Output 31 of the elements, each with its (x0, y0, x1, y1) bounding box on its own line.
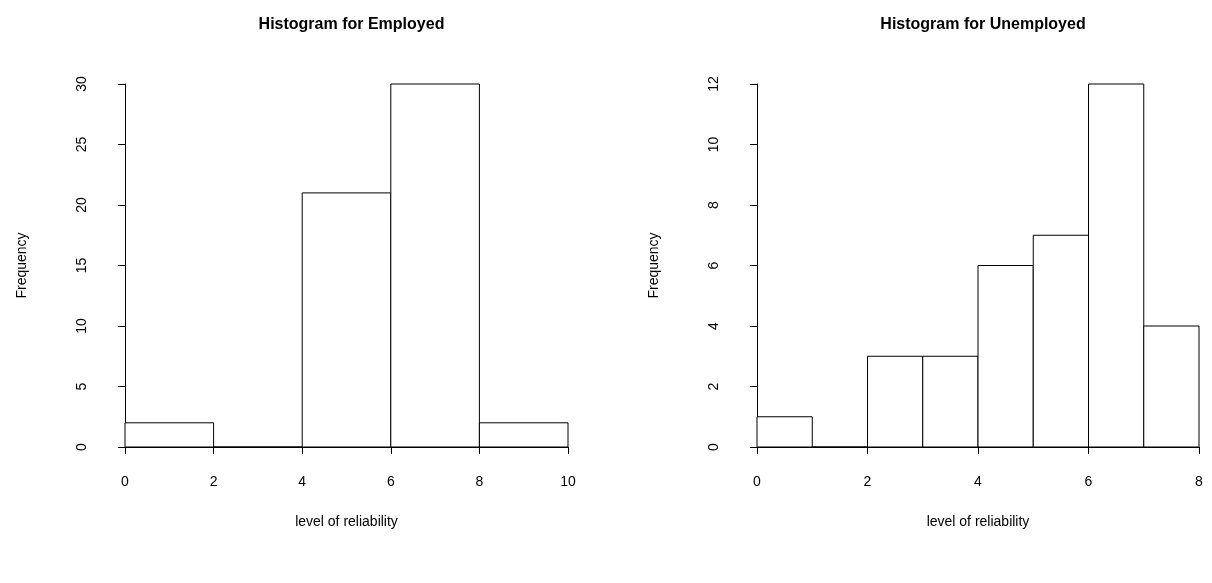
y-tick-label: 12 (705, 76, 721, 92)
x-tick-label: 0 (121, 473, 130, 489)
y-tick-label: 30 (73, 76, 89, 92)
x-tick-label: 0 (753, 473, 762, 489)
x-tick-label: 4 (298, 473, 307, 489)
x-tick-label: 4 (974, 473, 983, 489)
x-tick-label: 6 (1084, 473, 1093, 489)
y-axis-title: Frequency (645, 232, 661, 299)
x-axis-title: level of reliability (295, 513, 398, 529)
y-tick-label: 20 (73, 197, 89, 213)
y-tick-label: 5 (73, 382, 89, 391)
chart-title: Histogram for Unemployed (880, 14, 1086, 32)
y-tick-label: 10 (705, 136, 721, 153)
x-tick-label: 2 (863, 473, 872, 489)
y-tick-label: 15 (73, 257, 89, 274)
x-tick-label: 2 (209, 473, 218, 489)
y-tick-label: 2 (705, 382, 721, 391)
y-tick-label: 4 (705, 321, 721, 330)
x-tick-label: 8 (475, 473, 484, 489)
y-tick-label: 0 (705, 442, 721, 451)
y-tick-label: 6 (705, 261, 721, 270)
y-tick-label: 8 (705, 200, 721, 209)
chart-title: Histogram for Employed (258, 14, 445, 32)
y-tick-label: 25 (73, 136, 89, 153)
x-axis-title: level of reliability (926, 513, 1030, 529)
x-tick-label: 8 (1195, 473, 1204, 489)
x-tick-label: 6 (386, 473, 395, 489)
y-tick-label: 10 (73, 318, 89, 334)
y-axis-title: Frequency (13, 232, 29, 299)
y-tick-label: 0 (73, 442, 89, 451)
x-tick-label: 10 (560, 473, 576, 489)
